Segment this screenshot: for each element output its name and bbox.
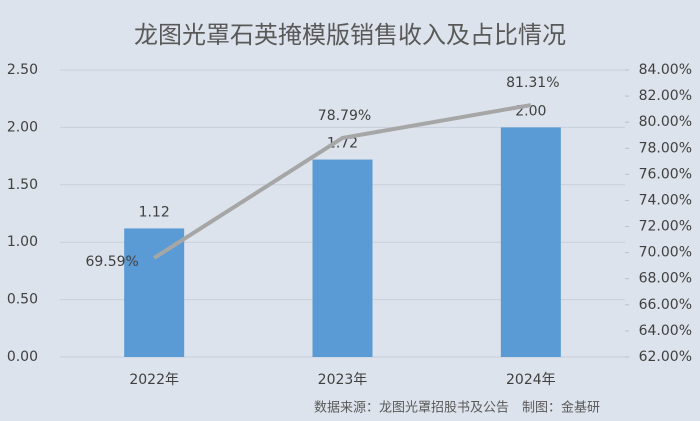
y-tick-label: 1.00 — [7, 234, 38, 250]
y2-tick-label: 76.00% — [639, 166, 692, 182]
line-value-label: 81.31% — [506, 75, 559, 91]
y-tick-label: 0.00 — [7, 349, 38, 365]
y-tick-label: 2.50 — [7, 62, 38, 78]
y-tick-label: 0.50 — [7, 292, 38, 308]
bar-value-label: 1.12 — [139, 204, 170, 220]
y2-tick-label: 68.00% — [639, 271, 692, 287]
y-tick-label: 2.00 — [7, 119, 38, 135]
y2-tick-label: 78.00% — [639, 140, 692, 156]
chart-title: 龙图光罩石英掩模版销售收入及占比情况 — [134, 21, 566, 49]
y2-tick-label: 82.00% — [639, 88, 692, 104]
bar-value-label: 1.72 — [327, 136, 358, 152]
y2-tick-label: 72.00% — [639, 219, 692, 235]
x-tick-label: 2023年 — [318, 372, 368, 388]
line-value-label: 69.59% — [85, 254, 138, 270]
x-tick-label: 2022年 — [129, 372, 179, 388]
y2-tick-label: 70.00% — [639, 245, 692, 261]
bar — [312, 159, 373, 357]
y2-tick-label: 66.00% — [639, 297, 692, 313]
y2-tick-label: 64.00% — [639, 323, 692, 339]
line-value-label: 78.79% — [318, 108, 371, 124]
bar — [124, 228, 185, 357]
y-tick-label: 1.50 — [7, 177, 38, 193]
line — [153, 103, 532, 260]
bar — [500, 127, 561, 358]
source-note: 数据来源：龙图光罩招股书及公告 制图：金基研 — [314, 400, 600, 416]
y2-tick-label: 74.00% — [639, 192, 692, 208]
y2-tick-label: 62.00% — [639, 349, 692, 365]
y2-tick-label: 84.00% — [639, 62, 692, 78]
x-tick-label: 2024年 — [506, 372, 556, 388]
y2-tick-label: 80.00% — [639, 114, 692, 130]
